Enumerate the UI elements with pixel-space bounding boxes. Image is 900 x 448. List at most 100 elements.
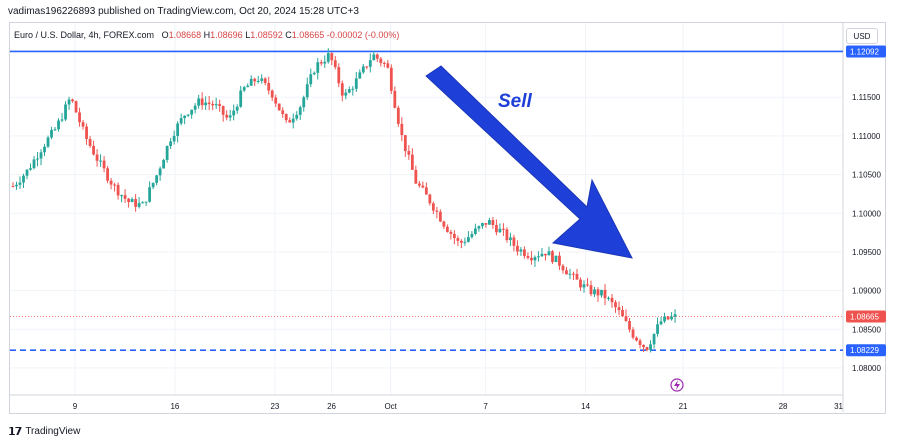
candle	[270, 89, 274, 101]
candle	[158, 166, 162, 181]
candle	[344, 88, 348, 100]
candle	[260, 74, 264, 84]
candle	[53, 126, 57, 131]
candle	[99, 154, 102, 167]
sell-annotation: Sell	[498, 91, 533, 112]
sell-arrow-icon[interactable]	[425, 65, 633, 259]
candle	[372, 50, 376, 61]
candle	[512, 234, 516, 252]
candle	[218, 99, 222, 112]
candle	[656, 317, 659, 337]
open-label: O	[161, 30, 169, 40]
symbol-legend: Euro / U.S. Dollar, 4h, FOREX.com O1.086…	[14, 30, 399, 40]
candle	[176, 121, 180, 143]
candle	[445, 224, 449, 233]
candle	[295, 111, 299, 121]
candle	[134, 194, 138, 212]
y-tick-label: 1.09500	[852, 248, 881, 257]
lightning-icon[interactable]	[670, 378, 684, 392]
chart-pane[interactable]	[9, 22, 886, 414]
candle	[39, 149, 43, 166]
candle	[586, 278, 589, 287]
candle	[351, 86, 355, 96]
candle	[414, 165, 418, 185]
candle	[396, 105, 400, 127]
svg-text:1.08665: 1.08665	[850, 313, 879, 322]
candle	[442, 220, 446, 229]
candle	[540, 247, 544, 257]
candle	[123, 189, 127, 203]
candle	[319, 59, 323, 66]
candle	[516, 240, 519, 256]
candle	[435, 206, 439, 219]
candle	[379, 56, 383, 67]
x-tick-label: 28	[779, 402, 788, 411]
candle	[526, 252, 530, 260]
candle	[603, 284, 607, 306]
candle	[354, 71, 358, 92]
x-tick-label: Oct	[384, 402, 397, 411]
candle	[326, 48, 330, 64]
candle	[519, 247, 523, 256]
candle	[267, 76, 271, 95]
candle	[141, 201, 145, 204]
candle	[330, 52, 334, 66]
candle	[582, 280, 586, 293]
candle	[600, 289, 603, 298]
candle	[621, 305, 624, 317]
candle	[561, 263, 565, 274]
candle	[403, 135, 407, 157]
candle	[95, 149, 99, 167]
candle	[470, 231, 474, 239]
candle	[246, 83, 250, 88]
candle	[197, 94, 201, 109]
candle	[337, 63, 341, 88]
candle	[537, 251, 540, 262]
change-value: -0.00002 (-0.00%)	[326, 30, 400, 40]
candle	[670, 312, 673, 321]
svg-text:1.12092: 1.12092	[850, 47, 879, 56]
high-label: H	[203, 30, 211, 40]
candle	[85, 123, 88, 145]
candle	[144, 201, 148, 207]
candle	[589, 280, 593, 297]
x-tick-label: 9	[73, 402, 78, 411]
candle	[71, 98, 74, 103]
candle	[263, 77, 267, 86]
candle	[183, 115, 187, 125]
tradingview-logo[interactable]: 𝟭𝟳 TradingView	[8, 425, 80, 438]
candle	[92, 140, 95, 156]
candle	[102, 156, 106, 173]
candle	[491, 216, 495, 229]
candle	[533, 255, 537, 267]
candle	[137, 197, 141, 209]
candle	[88, 135, 92, 148]
candle	[400, 117, 404, 142]
candle	[323, 55, 327, 68]
candle	[649, 340, 652, 353]
candle	[81, 119, 85, 130]
high-value: 1.08696	[210, 30, 243, 40]
candle	[130, 197, 134, 203]
candle	[365, 66, 369, 70]
candle	[11, 182, 15, 188]
currency-button[interactable]: USD	[846, 28, 878, 44]
candle	[424, 182, 428, 195]
candle	[256, 75, 260, 84]
candle	[232, 104, 236, 121]
candle	[421, 181, 425, 189]
candle	[221, 105, 225, 122]
candle	[277, 103, 281, 111]
candle	[484, 223, 488, 228]
candle	[291, 113, 295, 129]
y-tick-label: 1.11000	[852, 132, 881, 141]
candle	[155, 174, 159, 186]
candle	[74, 100, 78, 113]
candle	[148, 181, 152, 203]
candle	[607, 296, 610, 301]
candle	[477, 225, 481, 232]
candle	[249, 75, 253, 86]
candle	[239, 85, 243, 108]
candle	[312, 71, 316, 76]
